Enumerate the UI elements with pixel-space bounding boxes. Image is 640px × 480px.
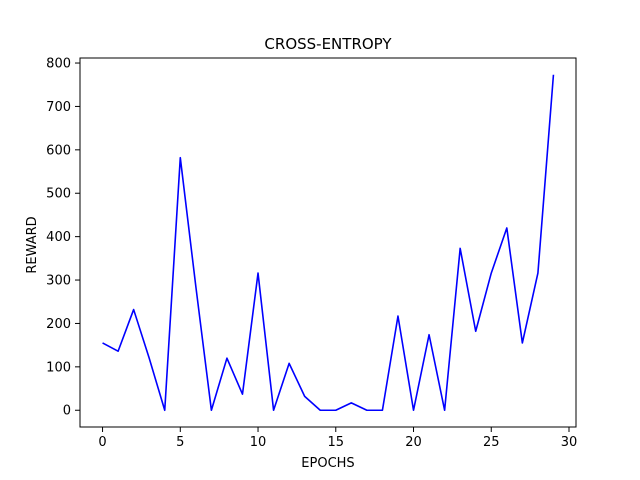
y-tick-label: 200 <box>46 317 71 332</box>
y-tick-label: 300 <box>46 274 71 289</box>
x-tick-label: 10 <box>250 435 267 450</box>
x-axis-label: EPOCHS <box>301 456 354 471</box>
y-tick-label: 100 <box>46 360 71 375</box>
series-line <box>102 74 555 412</box>
chart-title: CROSS-ENTROPY <box>264 35 392 53</box>
y-tick-label: 400 <box>46 230 71 245</box>
x-tick-label: 20 <box>405 435 422 450</box>
x-tick-label: 15 <box>328 435 345 450</box>
y-tick-label: 600 <box>46 143 71 158</box>
x-tick-label: 25 <box>483 435 500 450</box>
y-tick-label: 0 <box>63 404 71 419</box>
x-tick-label: 30 <box>561 435 578 450</box>
y-axis-label: REWARD <box>25 216 40 273</box>
x-tick-label: 0 <box>98 435 106 450</box>
series-layer <box>102 74 555 412</box>
plot-frame <box>79 57 577 428</box>
y-tick-label: 500 <box>46 187 71 202</box>
y-tick-label: 700 <box>46 100 71 115</box>
y-tick-label: 800 <box>46 57 71 72</box>
x-tick-label: 5 <box>176 435 184 450</box>
